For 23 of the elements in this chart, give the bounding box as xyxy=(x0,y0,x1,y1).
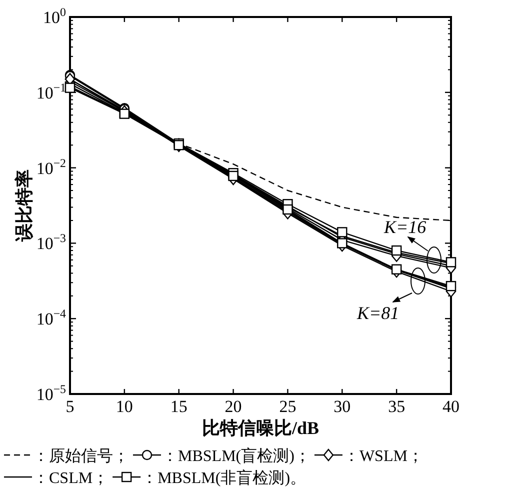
y-tick-label: 10$^{−3}$ xyxy=(36,231,66,254)
legend-label: ：MBSLM(非盲检测)。 xyxy=(142,469,306,487)
annotation: K=81 xyxy=(356,303,400,324)
legend-label: ：原始信号； xyxy=(33,448,129,465)
y-axis-title: 误比特率 xyxy=(14,170,34,242)
y-tick-label: 10$^{−2}$ xyxy=(36,156,66,178)
x-tick-label: 35 xyxy=(388,397,406,416)
x-tick-label: 40 xyxy=(442,397,460,416)
x-tick-label: 25 xyxy=(279,397,296,416)
x-tick-label: 15 xyxy=(170,397,188,416)
x-tick-label: 30 xyxy=(334,397,351,416)
y-tick-label: 10$^{−1}$ xyxy=(36,80,66,102)
x-tick-label: 5 xyxy=(66,397,74,416)
y-tick-label: 10$^{−4}$ xyxy=(36,306,66,329)
annotation: K=16 xyxy=(383,217,426,238)
x-tick-label: 20 xyxy=(224,397,242,416)
y-tick-label: 10$^{−5}$ xyxy=(36,382,66,404)
y-tick-label: 10$^{0}$ xyxy=(43,5,66,27)
legend-label: ：WSLM； xyxy=(343,448,424,465)
legend-label: ：MBSLM(盲检测)； xyxy=(162,447,310,465)
legend-label: ：CSLM； xyxy=(33,470,109,487)
x-axis-title: 比特信噪比/dB xyxy=(202,418,320,438)
x-tick-label: 10 xyxy=(116,397,133,416)
